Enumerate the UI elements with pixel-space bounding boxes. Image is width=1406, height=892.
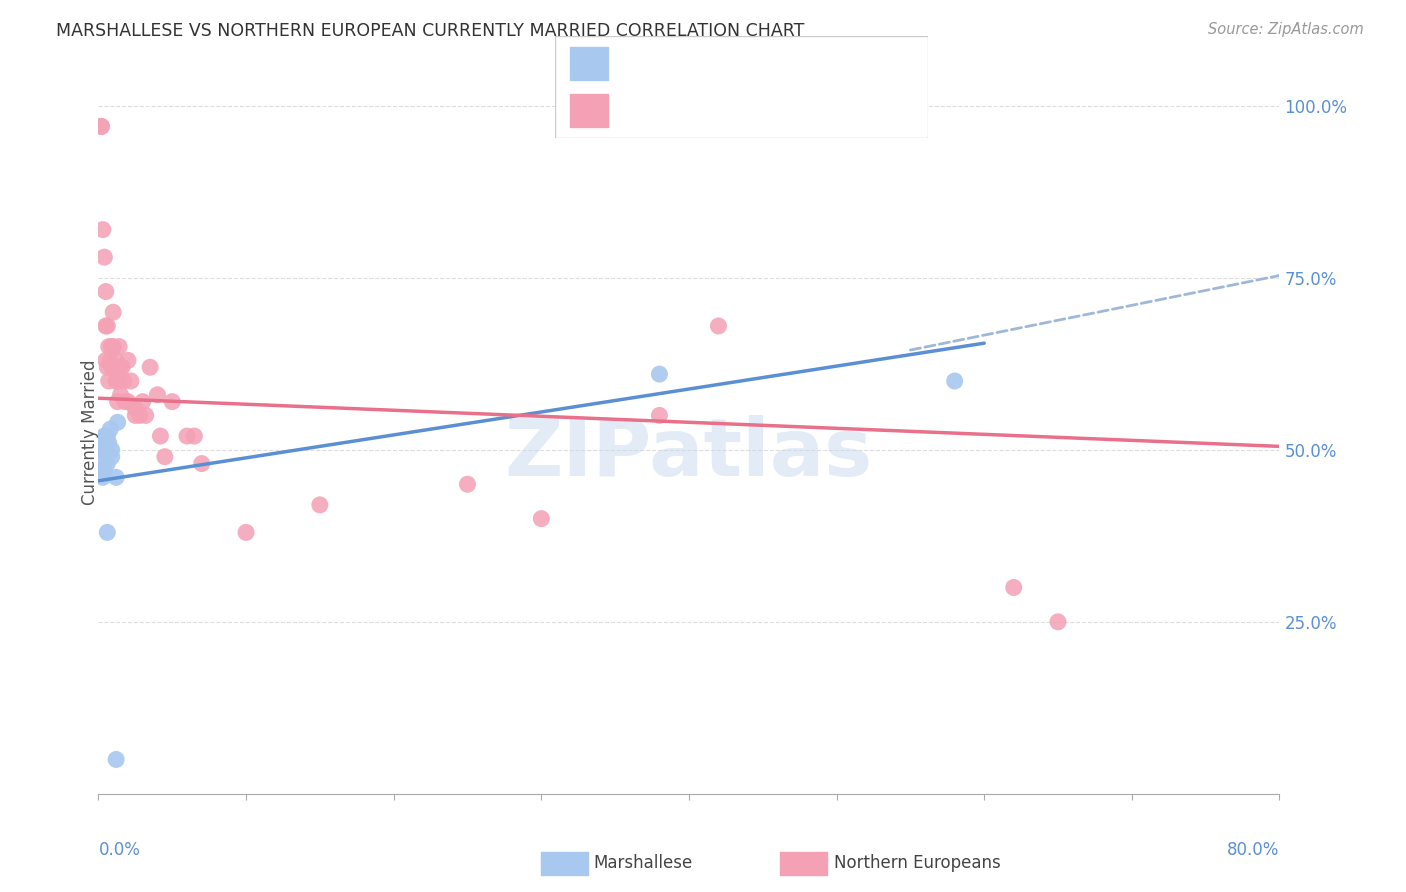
Point <box>530 511 553 525</box>
Point <box>103 305 125 319</box>
Text: R = -0.069   N = 51: R = -0.069 N = 51 <box>623 102 786 120</box>
Point <box>91 222 114 236</box>
Point <box>107 394 129 409</box>
Point <box>96 457 118 471</box>
Point <box>96 429 118 443</box>
Point <box>93 463 115 477</box>
Point <box>94 442 117 457</box>
Point <box>114 394 136 409</box>
Point <box>235 525 257 540</box>
Point <box>309 498 332 512</box>
Point <box>100 442 122 457</box>
Text: Northern Europeans: Northern Europeans <box>834 854 1001 871</box>
Point <box>107 415 129 429</box>
Text: ZIPatlas: ZIPatlas <box>505 416 873 493</box>
Point <box>648 367 671 381</box>
Point <box>648 409 671 423</box>
FancyBboxPatch shape <box>555 36 928 138</box>
Point <box>93 429 115 443</box>
Point <box>105 752 128 766</box>
Point <box>93 250 115 264</box>
Point <box>94 318 117 333</box>
Point <box>112 374 135 388</box>
Point <box>100 340 122 354</box>
Point <box>1002 581 1025 595</box>
Point <box>94 285 117 299</box>
Point <box>105 374 128 388</box>
Point <box>111 360 134 375</box>
Text: 80.0%: 80.0% <box>1227 841 1279 859</box>
Point <box>94 353 117 368</box>
Point <box>97 374 120 388</box>
Point <box>110 360 132 375</box>
Bar <box>571 95 607 127</box>
Point <box>132 394 155 409</box>
Point <box>124 409 146 423</box>
Point <box>149 429 172 443</box>
Text: 0.0%: 0.0% <box>98 841 141 859</box>
Text: R =  0.334   N = 16: R = 0.334 N = 16 <box>623 54 785 72</box>
Point <box>96 360 118 375</box>
Y-axis label: Currently Married: Currently Married <box>82 359 98 506</box>
Point <box>153 450 176 464</box>
Point <box>97 436 120 450</box>
Point <box>90 120 112 134</box>
Point <box>117 394 139 409</box>
Point <box>90 120 112 134</box>
Text: MARSHALLESE VS NORTHERN EUROPEAN CURRENTLY MARRIED CORRELATION CHART: MARSHALLESE VS NORTHERN EUROPEAN CURRENT… <box>56 22 804 40</box>
Point <box>183 429 205 443</box>
Point <box>117 353 139 368</box>
Point <box>100 450 122 464</box>
Point <box>120 374 142 388</box>
Point <box>108 340 131 354</box>
Point <box>104 360 127 375</box>
Point <box>100 360 122 375</box>
Point <box>91 457 114 471</box>
Bar <box>571 47 607 79</box>
Point <box>110 388 132 402</box>
Point <box>91 470 114 484</box>
Point <box>107 374 129 388</box>
Point <box>456 477 478 491</box>
Point <box>139 360 162 375</box>
Point <box>943 374 966 388</box>
Point <box>162 394 183 409</box>
Point <box>98 422 121 436</box>
Point <box>96 318 118 333</box>
Point <box>90 442 112 457</box>
Point <box>103 340 125 354</box>
Point <box>97 340 120 354</box>
Point <box>135 409 157 423</box>
Point <box>191 457 214 471</box>
Point <box>105 470 128 484</box>
Point <box>105 353 128 368</box>
Point <box>707 318 730 333</box>
Text: Source: ZipAtlas.com: Source: ZipAtlas.com <box>1208 22 1364 37</box>
Point <box>128 409 150 423</box>
Point <box>91 442 114 457</box>
Point <box>94 429 117 443</box>
Point <box>1046 615 1069 629</box>
Point <box>176 429 198 443</box>
Point <box>98 353 121 368</box>
Point <box>124 401 146 416</box>
Text: Marshallese: Marshallese <box>593 854 693 871</box>
Point <box>146 388 169 402</box>
Point <box>96 525 118 540</box>
